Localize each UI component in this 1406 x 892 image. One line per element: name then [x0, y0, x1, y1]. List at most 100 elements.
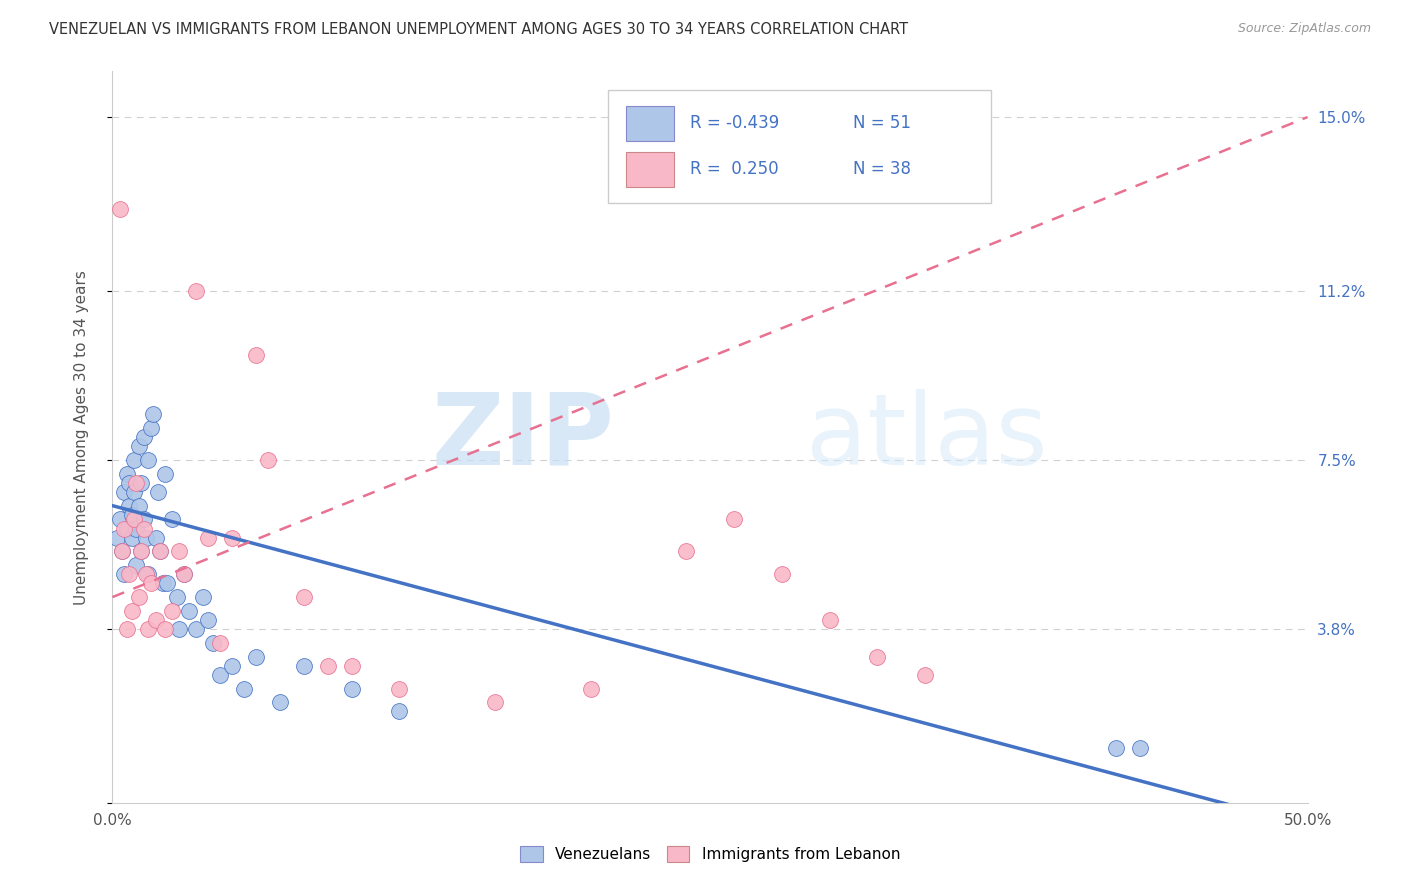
Text: ZIP: ZIP	[432, 389, 614, 485]
Point	[115, 622, 138, 636]
FancyBboxPatch shape	[627, 152, 675, 187]
Point	[914, 667, 936, 681]
Point	[125, 475, 148, 490]
Text: atlas: atlas	[806, 389, 1047, 485]
Point	[118, 475, 141, 490]
Point	[115, 521, 138, 535]
Point	[115, 467, 138, 481]
Point	[132, 430, 155, 444]
Point	[118, 567, 141, 582]
Point	[186, 284, 208, 298]
Point	[149, 544, 172, 558]
Point	[139, 421, 162, 435]
Point	[269, 695, 291, 709]
Point	[1105, 740, 1128, 755]
Point	[675, 544, 697, 558]
Point	[128, 499, 150, 513]
Point	[111, 544, 134, 558]
Point	[121, 531, 143, 545]
Point	[166, 590, 188, 604]
Point	[388, 705, 411, 719]
Point	[111, 544, 134, 558]
Text: Source: ZipAtlas.com: Source: ZipAtlas.com	[1237, 22, 1371, 36]
Point	[145, 613, 167, 627]
Point	[484, 695, 506, 709]
Point	[340, 658, 363, 673]
Point	[197, 531, 219, 545]
Point	[149, 544, 172, 558]
Point	[723, 512, 745, 526]
Point	[152, 576, 174, 591]
Point	[108, 512, 131, 526]
Point	[193, 590, 215, 604]
Point	[138, 567, 160, 582]
Text: N = 38: N = 38	[853, 161, 911, 178]
Text: N = 51: N = 51	[853, 114, 911, 132]
Point	[169, 622, 191, 636]
Point	[162, 512, 183, 526]
Point	[316, 658, 339, 673]
Point	[197, 613, 219, 627]
Point	[173, 567, 195, 582]
Point	[114, 567, 135, 582]
Point	[129, 544, 152, 558]
Point	[201, 636, 224, 650]
Point	[579, 681, 602, 696]
Point	[122, 512, 145, 526]
Point	[118, 499, 141, 513]
Point	[114, 485, 135, 500]
Point	[388, 681, 411, 696]
Point	[177, 604, 200, 618]
Point	[866, 649, 889, 664]
Point	[245, 348, 267, 362]
Point	[186, 622, 208, 636]
Point	[135, 567, 157, 582]
Point	[340, 681, 363, 696]
Point	[153, 467, 176, 481]
Point	[129, 475, 152, 490]
FancyBboxPatch shape	[627, 106, 675, 141]
FancyBboxPatch shape	[609, 90, 991, 203]
Text: R = -0.439: R = -0.439	[690, 114, 779, 132]
Point	[129, 544, 152, 558]
Point	[257, 453, 280, 467]
Point	[162, 604, 183, 618]
Point	[142, 407, 165, 421]
Point	[108, 202, 131, 216]
Point	[114, 521, 135, 535]
Point	[209, 667, 232, 681]
Point	[146, 485, 169, 500]
Point	[135, 531, 157, 545]
Point	[169, 544, 191, 558]
Y-axis label: Unemployment Among Ages 30 to 34 years: Unemployment Among Ages 30 to 34 years	[75, 269, 89, 605]
Point	[245, 649, 267, 664]
Point	[125, 521, 148, 535]
Point	[125, 558, 148, 573]
Point	[156, 576, 179, 591]
Point	[292, 590, 315, 604]
Point	[105, 531, 128, 545]
Point	[121, 604, 143, 618]
Point	[121, 508, 143, 522]
Point	[122, 485, 145, 500]
Point	[153, 622, 176, 636]
Text: R =  0.250: R = 0.250	[690, 161, 779, 178]
Point	[173, 567, 195, 582]
Point	[132, 521, 155, 535]
Point	[145, 531, 167, 545]
Legend: Venezuelans, Immigrants from Lebanon: Venezuelans, Immigrants from Lebanon	[513, 840, 907, 868]
Point	[221, 531, 243, 545]
Point	[770, 567, 793, 582]
Point	[818, 613, 841, 627]
Point	[233, 681, 256, 696]
Point	[221, 658, 243, 673]
Text: VENEZUELAN VS IMMIGRANTS FROM LEBANON UNEMPLOYMENT AMONG AGES 30 TO 34 YEARS COR: VENEZUELAN VS IMMIGRANTS FROM LEBANON UN…	[49, 22, 908, 37]
Point	[292, 658, 315, 673]
Point	[128, 590, 150, 604]
Point	[209, 636, 232, 650]
Point	[138, 453, 160, 467]
Point	[1129, 740, 1152, 755]
Point	[138, 622, 160, 636]
Point	[132, 512, 155, 526]
Point	[128, 439, 150, 453]
